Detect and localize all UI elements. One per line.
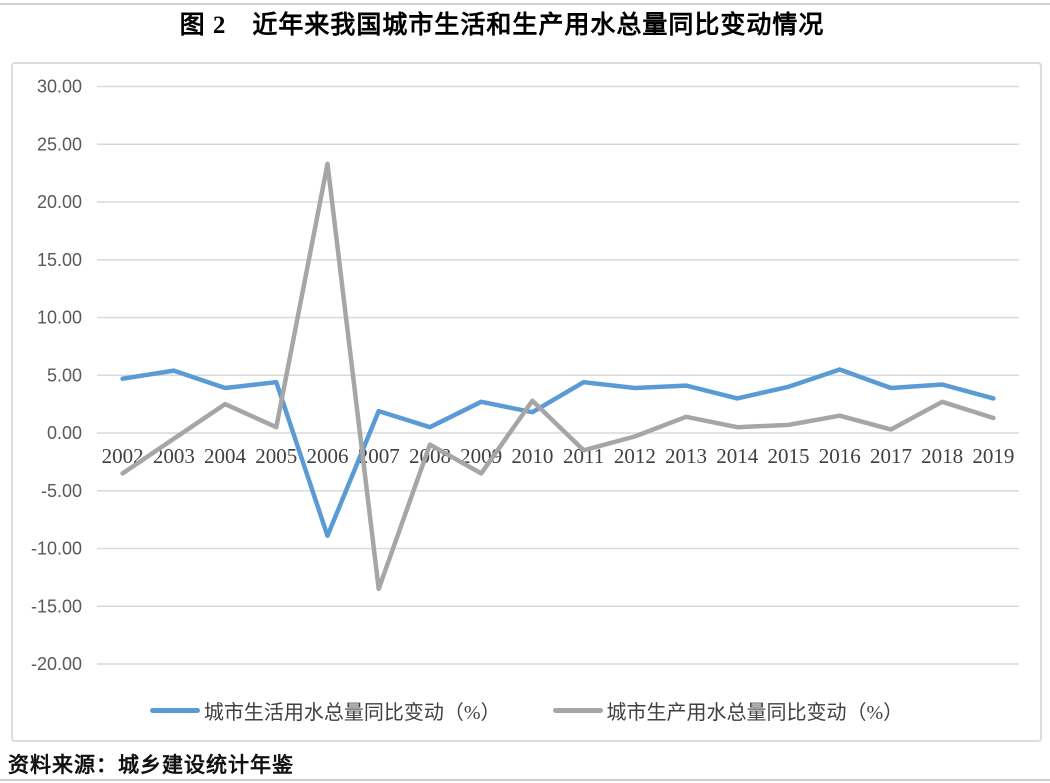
x-axis-tick-label: 2016: [819, 444, 861, 468]
x-axis-tick-label: 2015: [768, 444, 810, 468]
x-axis-tick-label: 2005: [255, 444, 297, 468]
legend-item-production: 城市生产用水总量同比变动（%）: [552, 696, 904, 725]
legend-item-domestic: 城市生活用水总量同比变动（%）: [149, 696, 501, 725]
y-axis-tick-label: 15.00: [37, 250, 82, 270]
x-axis-tick-label: 2004: [204, 444, 247, 468]
y-axis-tick-label: 25.00: [37, 134, 82, 154]
x-axis-tick-label: 2006: [307, 444, 349, 468]
legend-swatch-production-icon: [552, 707, 603, 713]
chart-container: 30.00 25.00 20.00 15.00 10.00 5.00 0.00 -5.00 -1…: [11, 62, 1042, 742]
y-axis-tick-label: 10.00: [37, 308, 82, 328]
x-axis-tick-label: 2018: [921, 444, 963, 468]
legend-label-domestic: 城市生活用水总量同比变动（%）: [203, 701, 501, 724]
y-axis-tick-label: 20.00: [37, 192, 82, 212]
series-line-0: [120, 367, 996, 539]
x-axis-tick-label: 2014: [716, 444, 759, 468]
y-axis-tick-label: 5.00: [47, 365, 82, 385]
chart-title: 图 2 近年来我国城市生活和生产用水总量同比变动情况: [179, 12, 825, 39]
line-chart: 30.00 25.00 20.00 15.00 10.00 5.00 0.00 -5.00 -1…: [31, 77, 1019, 674]
source-note: 资料来源：城乡建设统计年鉴: [8, 753, 294, 777]
legend-label-production: 城市生产用水总量同比变动（%）: [606, 701, 904, 724]
legend: 城市生活用水总量同比变动（%） 城市生产用水总量同比变动（%）: [13, 700, 1040, 724]
y-axis-tick-label: 30.00: [37, 77, 82, 97]
x-axis-tick-label: 2013: [665, 444, 707, 468]
bottom-divider: [0, 779, 1050, 781]
y-axis-tick-label: -20.00: [31, 654, 82, 674]
series-line-1: [120, 161, 996, 592]
y-axis-tick-label: 0.00: [47, 423, 82, 443]
y-axis-tick-label: -10.00: [31, 539, 82, 559]
x-axis-tick-label: 2017: [870, 444, 912, 468]
x-axis-tick-label: 2010: [511, 444, 553, 468]
top-divider: [0, 3, 1050, 5]
legend-swatch-domestic-icon: [149, 707, 200, 713]
x-axis-tick-label: 2019: [972, 444, 1014, 468]
y-axis-tick-label: -5.00: [41, 481, 82, 501]
y-axis-tick-label: -15.00: [31, 596, 82, 616]
x-axis-tick-label: 2012: [614, 444, 656, 468]
